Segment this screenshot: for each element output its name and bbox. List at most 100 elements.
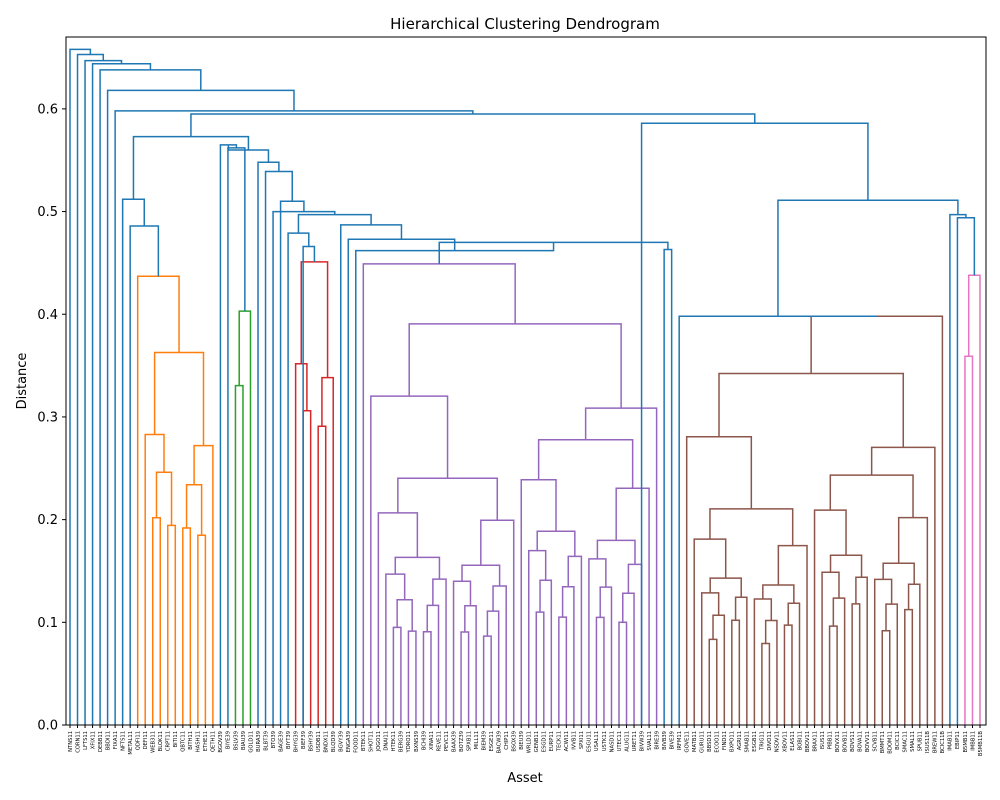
dendrogram-link (685, 436, 753, 725)
leaf-label: IVVB11 (572, 731, 578, 750)
dendrogram-link (234, 384, 244, 725)
dendrogram-link (949, 213, 967, 725)
dendrogram-link (882, 562, 915, 585)
dendrogram-link (753, 598, 773, 725)
leaf-label: UTEC11 (617, 731, 623, 751)
leaf-label: BSOX39 (512, 731, 518, 752)
leaf-label: EBIP11 (955, 731, 961, 749)
dendrogram-link (627, 563, 643, 725)
dendrogram-link (783, 624, 793, 725)
dendrogram-link (851, 603, 861, 725)
dendrogram-link (294, 363, 308, 725)
leaf-label: XFIX11 (90, 731, 96, 749)
leaf-label: XINA11 (429, 731, 435, 750)
leaf-label: ENGA39 (346, 731, 352, 752)
dendrogram-link (432, 578, 447, 725)
leaf-label: BIVW39 (639, 731, 645, 751)
y-tick-label: 0.0 (37, 719, 58, 734)
leaf-label: HTEK11 (391, 731, 397, 751)
leaf-label: BACW39 (496, 731, 502, 753)
leaf-label: BERG39 (399, 731, 405, 752)
leaf-label: QBTC11 (181, 731, 187, 752)
dendrogram-link (394, 556, 441, 580)
dendrogram-link (91, 62, 152, 725)
leaf-label: BIVB39 (662, 731, 668, 750)
dendrogram-link (321, 376, 334, 725)
leaf-label: B5MB11 (963, 731, 969, 753)
dendrogram-link (584, 407, 658, 725)
leaf-label: BGOV39 (218, 731, 224, 753)
leaf-label: BXPO11 (730, 731, 736, 752)
dendrogram-link (709, 577, 742, 598)
leaf-label: BTEK11 (361, 731, 367, 751)
leaf-label: FOOD11 (354, 731, 360, 753)
leaf-label: ISUS11 (820, 731, 826, 750)
dendrogram-link (492, 585, 507, 725)
dendrogram-link (385, 573, 406, 725)
leaf-label: ALUG11 (624, 731, 630, 752)
leaf-label: BXNS39 (414, 731, 420, 752)
dendrogram-link (422, 630, 432, 725)
dendrogram-link (813, 509, 847, 725)
leaf-label: BITH11 (188, 731, 194, 750)
leaf-label: SMAC11 (903, 731, 909, 752)
dendrogram-link (709, 508, 794, 546)
dendrogram-link (452, 580, 472, 725)
leaf-label: FIND11 (722, 731, 728, 750)
dendrogram-link (302, 409, 312, 725)
leaf-label: BIEF39 (301, 731, 307, 749)
leaf-label: SPXB11 (466, 731, 472, 751)
dendrogram-link (69, 48, 92, 725)
dendrogram-link (144, 433, 165, 725)
leaf-label: TECK11 (557, 731, 563, 752)
dendrogram-link (197, 534, 207, 725)
dendrogram-link (185, 484, 203, 536)
x-axis: NTNS11 CORN11 LFTS11 XFIX11 DEBB11 BBDI11 FIXA… (68, 725, 984, 756)
dendrogram-link (640, 122, 869, 725)
leaf-label: BOVX11 (835, 731, 841, 752)
dendrogram-link (114, 110, 474, 725)
dendrogram-link (821, 571, 840, 725)
chart-title: Hierarchical Clustering Dendrogram (390, 15, 660, 33)
leaf-label: BSHY39 (308, 731, 314, 751)
dendrogram-link (396, 599, 413, 632)
dendrogram-link (464, 604, 477, 725)
leaf-label: BIEU39 (519, 731, 525, 750)
dendrogram-link (622, 592, 635, 725)
leaf-label: LFTS11 (83, 731, 89, 750)
leaf-label: PEVC11 (444, 731, 450, 751)
leaf-label: BOVA11 (857, 731, 863, 752)
dendrogram-link (708, 638, 718, 725)
leaf-label: BBOV11 (805, 731, 811, 752)
leaf-label: ELAS11 (790, 731, 796, 751)
dendrogram-link (528, 549, 547, 725)
leaf-label: WEB311 (151, 731, 157, 753)
leaf-label: WRLD11 (527, 731, 533, 753)
leaf-label: BLBT39 (263, 731, 269, 751)
dendrogram-link (855, 576, 868, 725)
dendrogram-link (302, 245, 316, 725)
dendrogram-link (558, 616, 568, 725)
dendrogram-link (300, 261, 329, 378)
dendrogram-link (599, 586, 613, 725)
dendrogram-link (829, 554, 863, 578)
leaf-label: BHYG39 (293, 731, 299, 752)
dendrogram-link (167, 524, 177, 725)
leaf-label: NSDV11 (775, 731, 781, 752)
dendrogram-link (615, 487, 650, 725)
leaf-label: BOVB11 (842, 731, 848, 752)
leaf-label: BMMT11 (880, 731, 886, 753)
leaf-label: TRIG11 (760, 731, 766, 751)
dendrogram-link (136, 275, 180, 725)
leaf-label: MILL11 (474, 731, 480, 749)
leaf-label: FIXA11 (113, 731, 119, 749)
leaf-label: BDOM11 (888, 731, 894, 754)
dendrogram-link (787, 602, 801, 725)
dendrogram-link (539, 579, 553, 725)
leaf-label: DNAI11 (384, 731, 390, 751)
leaf-label: SHOT11 (369, 731, 375, 752)
leaf-label: IMBB11 (970, 731, 976, 751)
dendrogram-link (777, 199, 959, 317)
leaf-label: BBSD11 (707, 731, 713, 752)
